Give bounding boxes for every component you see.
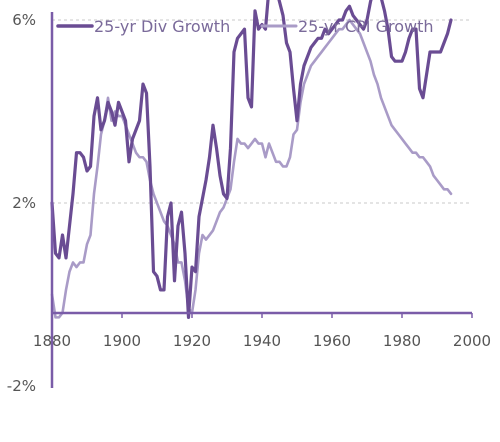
legend-label: 25-yr CPI Growth: [298, 17, 434, 36]
x-tick-label: 1880: [33, 332, 71, 350]
x-tick-label: 1940: [243, 332, 281, 350]
series-line-cpi-growth: [50, 18, 453, 319]
series-line-div-growth: [50, 0, 453, 319]
x-tick-label: 2000: [453, 332, 491, 350]
legend-item-div-growth: 25-yr Div Growth: [56, 17, 230, 36]
y-tick-label: 6%: [12, 11, 36, 29]
y-tick-label: -2%: [7, 377, 36, 395]
x-tick-label: 1900: [103, 332, 141, 350]
tick-labels: 1880 1900 1920 1940 1960 1980 2000 -2% 2% 6%: [7, 11, 491, 395]
x-tick-label: 1980: [383, 332, 421, 350]
legend-item-cpi-growth: 25-yr CPI Growth: [260, 17, 434, 36]
legend-label: 25-yr Div Growth: [94, 17, 230, 36]
gridlines: [52, 19, 472, 204]
series-lines: [50, 0, 453, 319]
x-tick-label: 1920: [173, 332, 211, 350]
y-tick-label: 2%: [12, 194, 36, 212]
x-tick-label: 1960: [313, 332, 351, 350]
legend: 25-yr Div Growth 25-yr CPI Growth: [56, 17, 434, 36]
